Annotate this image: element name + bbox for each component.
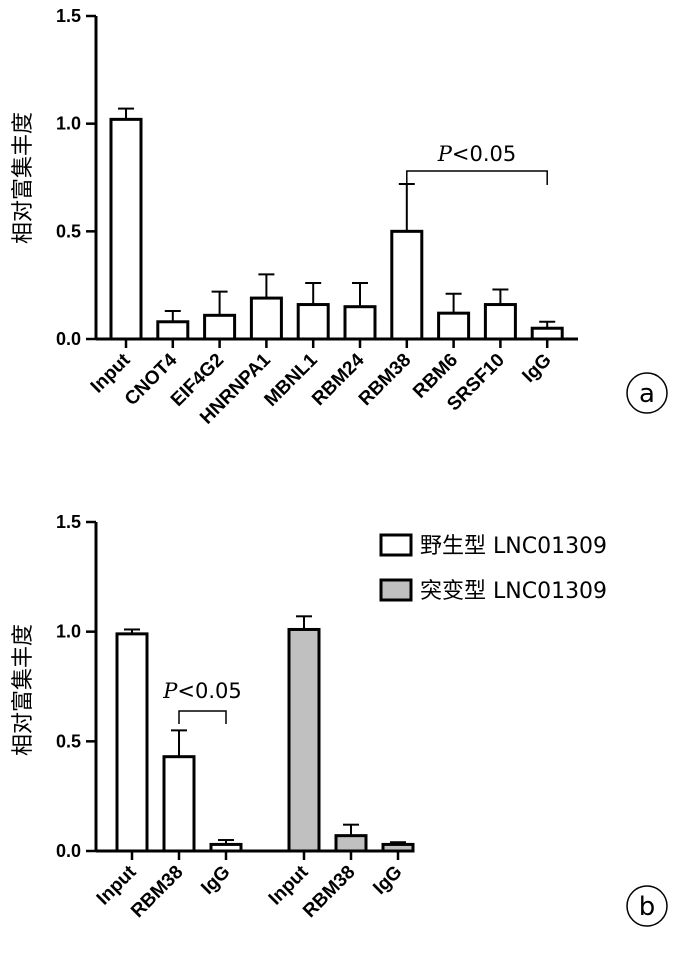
- bar: [437, 311, 471, 341]
- panel-label: a: [639, 379, 655, 409]
- y-tick-label: 0.0: [56, 329, 81, 349]
- bar: [109, 117, 143, 341]
- x-tick-label: MBNL1: [261, 349, 322, 410]
- significance-label: P<0.05: [437, 142, 517, 166]
- significance-bracket: [178, 710, 227, 724]
- y-axis-label: 相对富集丰度: [11, 624, 36, 756]
- x-tick-label: IgG: [197, 862, 234, 899]
- panel-label: b: [639, 892, 656, 922]
- legend-swatch: [379, 578, 413, 602]
- bar: [287, 627, 321, 853]
- y-tick-label: 0.5: [56, 731, 81, 751]
- bar: [203, 313, 237, 341]
- legend-label: 突变型 LNC01309: [420, 579, 607, 604]
- x-tick-label: RBM38: [127, 862, 187, 922]
- bar: [296, 303, 330, 341]
- bar: [209, 842, 243, 853]
- bar: [483, 303, 517, 341]
- bar: [390, 229, 424, 341]
- y-tick-label: 1.0: [56, 622, 81, 642]
- y-tick-label: 1.5: [56, 6, 81, 26]
- significance-label: P<0.05: [162, 679, 242, 703]
- panel-label-circle: [626, 372, 668, 414]
- bar: [530, 326, 564, 341]
- bar: [334, 834, 368, 853]
- bar: [115, 632, 149, 853]
- y-axis-label: 相对富集丰度: [11, 112, 36, 244]
- bar: [249, 296, 283, 341]
- bar: [381, 842, 415, 853]
- y-tick-label: 1.5: [56, 512, 81, 532]
- legend-swatch: [379, 533, 413, 557]
- panel-label-circle: [626, 885, 668, 927]
- x-tick-label: RBM38: [299, 862, 359, 922]
- bar: [156, 320, 190, 341]
- y-tick-label: 0.0: [56, 841, 81, 861]
- x-tick-label: RBM38: [355, 350, 415, 410]
- bar: [343, 305, 377, 341]
- y-tick-label: 1.0: [56, 114, 81, 134]
- legend-label: 野生型 LNC01309: [420, 534, 607, 559]
- bar: [162, 755, 196, 853]
- x-tick-label: IgG: [369, 862, 406, 899]
- legend: 野生型 LNC01309 突变型 LNC01309: [379, 533, 607, 604]
- significance-bracket: [406, 170, 548, 185]
- y-tick-label: 0.5: [56, 221, 81, 241]
- chart-panel-a: 0.00.51.01.5相对富集丰度InputCNOT4EIF4G2HNRNPA…: [11, 6, 668, 428]
- x-tick-label: IgG: [518, 350, 555, 387]
